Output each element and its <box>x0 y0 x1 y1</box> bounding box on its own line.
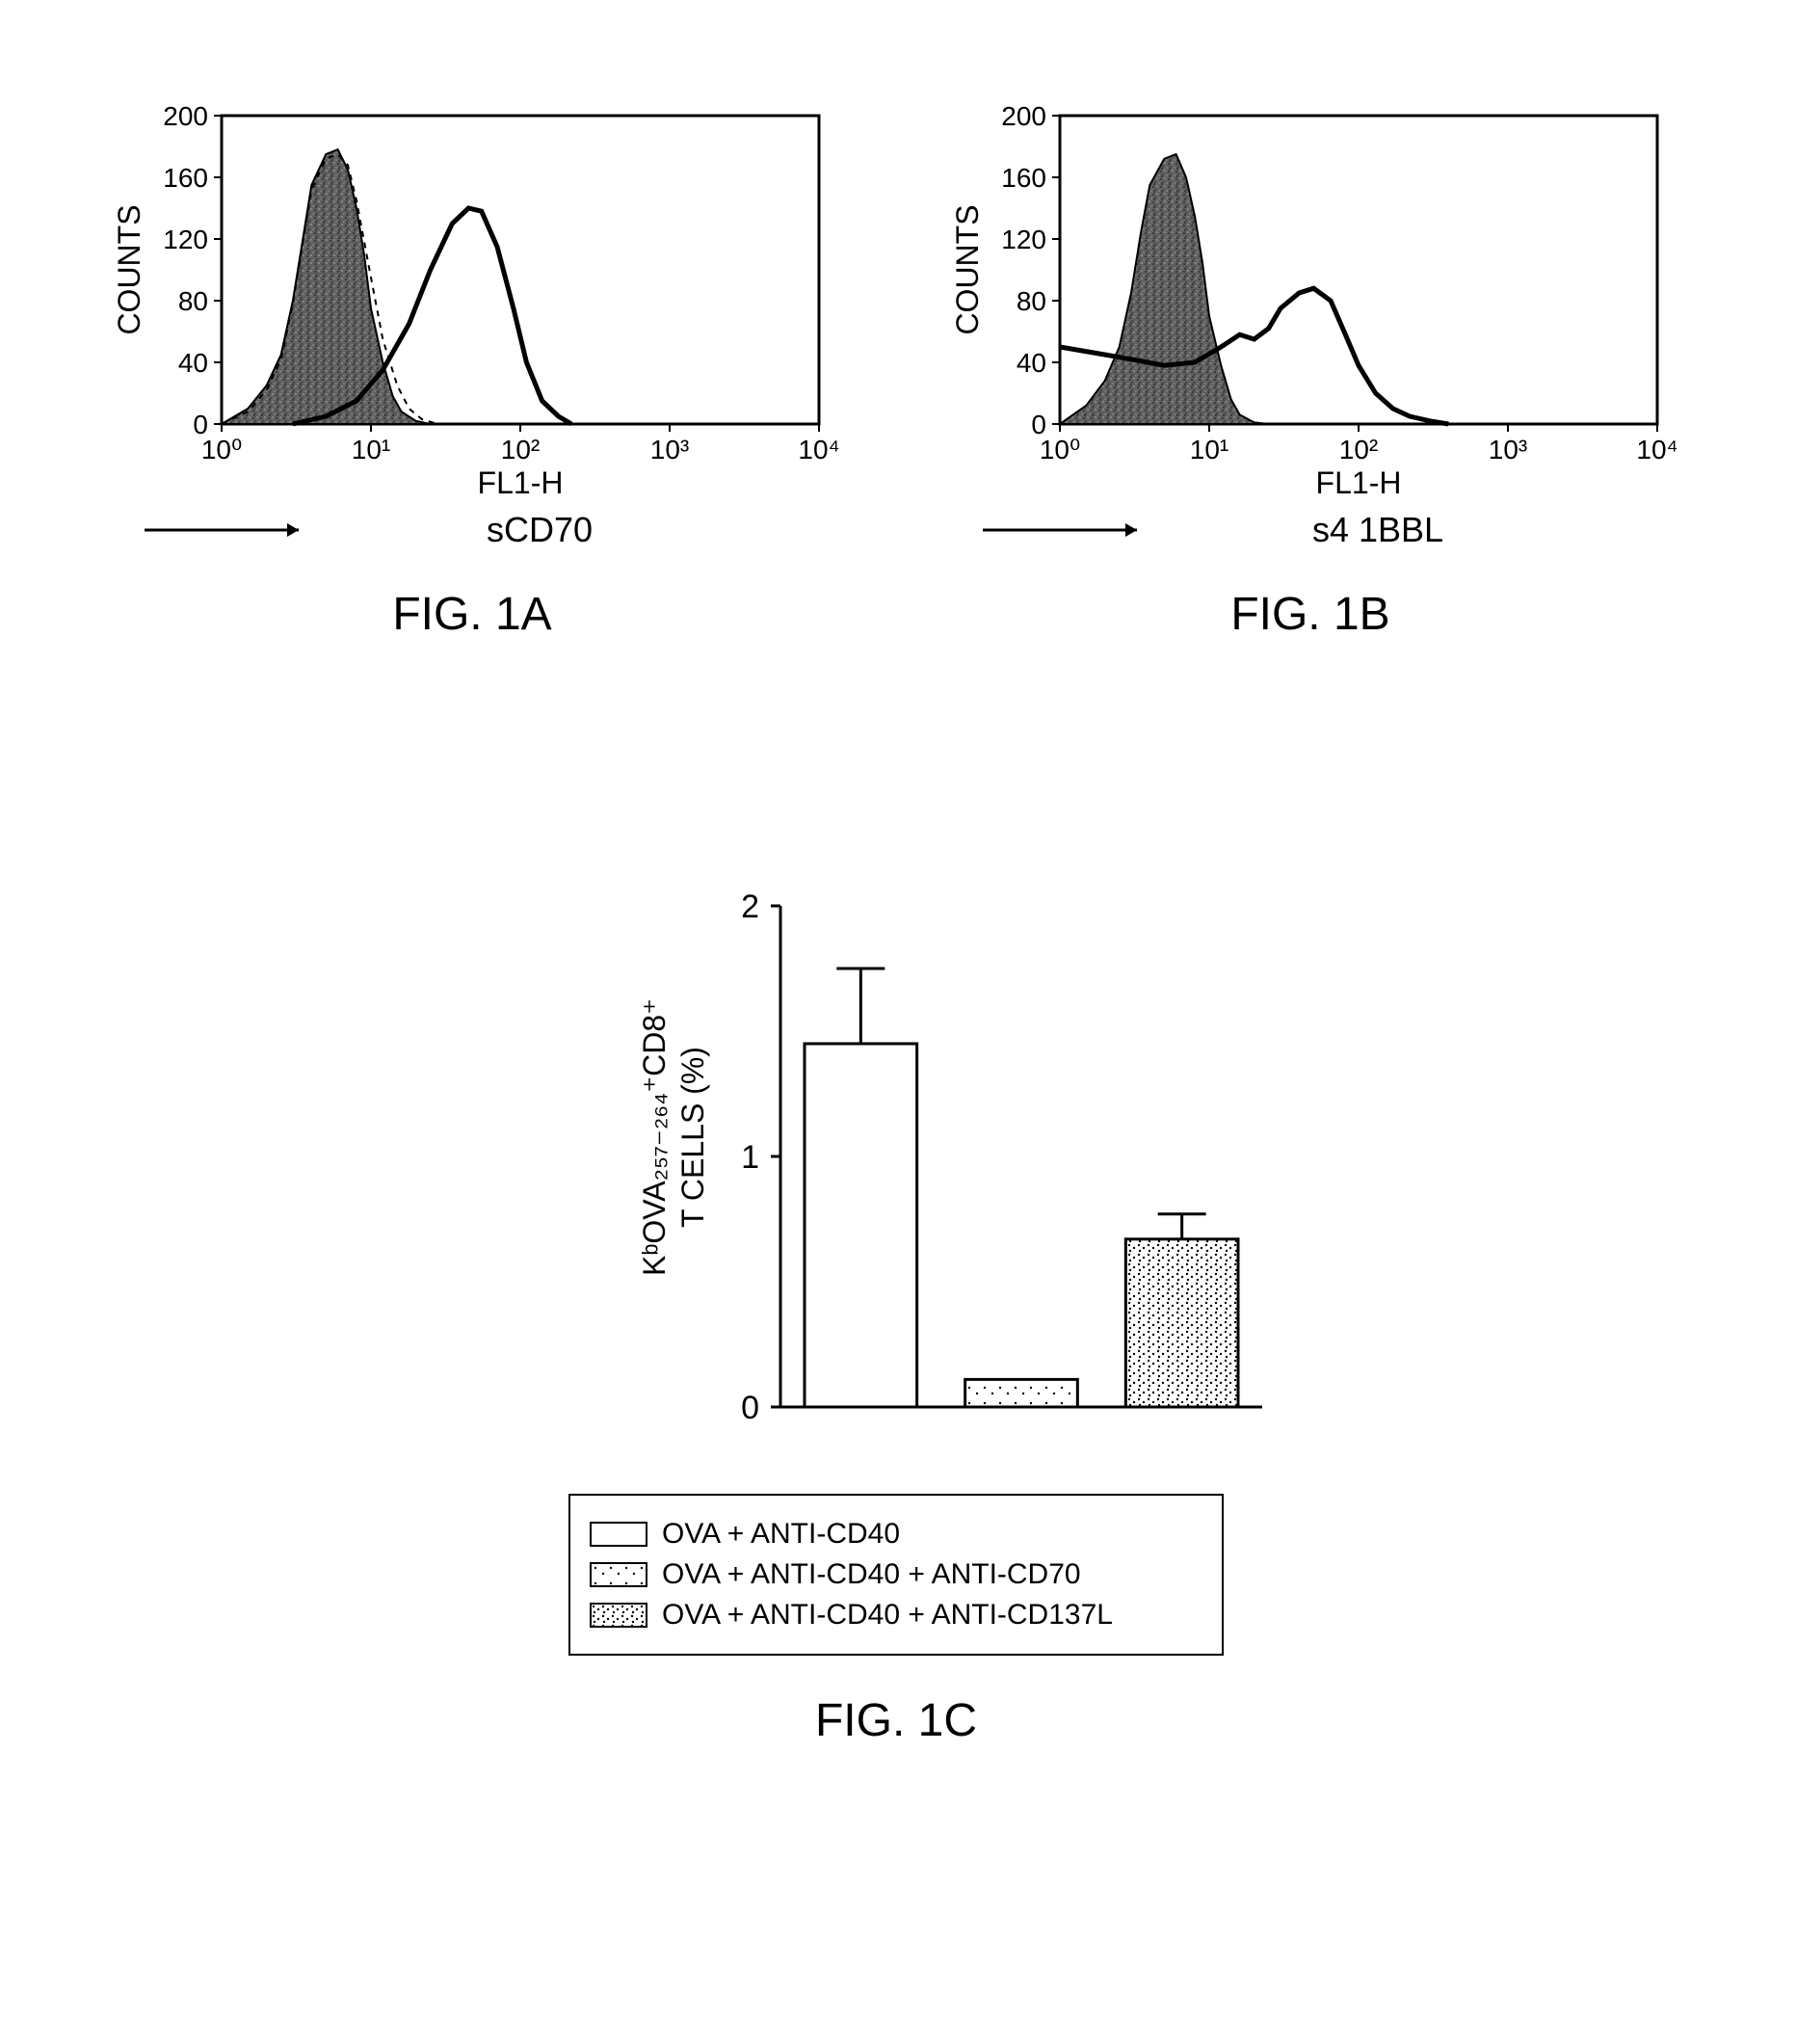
svg-text:10⁰: 10⁰ <box>1040 435 1080 465</box>
svg-text:COUNTS: COUNTS <box>950 204 985 334</box>
svg-text:80: 80 <box>178 286 208 316</box>
histogram-svg-1a: 0408012016020010⁰10¹10²10³10⁴COUNTSFL1-H… <box>96 96 848 578</box>
svg-text:KᵇOVA₂₅₇₋₂₆₄⁺CD8⁺: KᵇOVA₂₅₇₋₂₆₄⁺CD8⁺ <box>637 998 672 1276</box>
svg-text:80: 80 <box>1017 286 1046 316</box>
legend-swatch <box>590 1562 647 1587</box>
bar-svg-1c: 0 1 2 KᵇOVA₂₅₇₋₂₆₄⁺CD8⁺T CELLS (%) <box>414 867 1378 1465</box>
svg-text:10³: 10³ <box>1489 435 1527 465</box>
legend-box: OVA + ANTI-CD40 OVA + ANTI-CD40 + ANTI-CD… <box>568 1494 1224 1656</box>
figure-1c: 0 1 2 KᵇOVA₂₅₇₋₂₆₄⁺CD8⁺T CELLS (%) OVA + AN… <box>414 867 1378 1747</box>
svg-text:120: 120 <box>1001 225 1046 254</box>
svg-text:160: 160 <box>1001 163 1046 193</box>
legend-text: OVA + ANTI-CD40 + ANTI-CD70 <box>662 1558 1081 1591</box>
svg-text:T CELLS (%): T CELLS (%) <box>675 1047 710 1228</box>
svg-text:10⁴: 10⁴ <box>1636 435 1677 465</box>
figure-caption-1c: FIG. 1C <box>414 1694 1378 1747</box>
legend-swatch <box>590 1603 647 1628</box>
histogram-svg-1b: 0408012016020010⁰10¹10²10³10⁴COUNTSFL1-H… <box>935 96 1686 578</box>
legend-row: OVA + ANTI-CD40 + ANTI-CD70 <box>590 1558 1202 1591</box>
figure-1b: 0408012016020010⁰10¹10²10³10⁴COUNTSFL1-H… <box>935 96 1686 641</box>
svg-text:10⁴: 10⁴ <box>798 435 839 465</box>
svg-text:200: 200 <box>163 101 208 131</box>
legend-text: OVA + ANTI-CD40 + ANTI-CD137L <box>662 1599 1113 1632</box>
figure-caption-1b: FIG. 1B <box>935 588 1686 641</box>
svg-text:FL1-H: FL1-H <box>1316 465 1402 500</box>
svg-text:10¹: 10¹ <box>352 435 390 465</box>
legend-row: OVA + ANTI-CD40 + ANTI-CD137L <box>590 1599 1202 1632</box>
figure-caption-1a: FIG. 1A <box>96 588 848 641</box>
svg-text:40: 40 <box>178 348 208 378</box>
svg-text:s4 1BBL: s4 1BBL <box>1312 510 1443 549</box>
svg-text:sCD70: sCD70 <box>487 510 593 549</box>
svg-text:160: 160 <box>163 163 208 193</box>
svg-text:40: 40 <box>1017 348 1046 378</box>
plot-wrapper-1a: 0408012016020010⁰10¹10²10³10⁴COUNTSFL1-H… <box>96 96 848 578</box>
svg-text:120: 120 <box>163 225 208 254</box>
svg-text:10²: 10² <box>1339 435 1378 465</box>
svg-text:1: 1 <box>741 1139 759 1176</box>
plot-wrapper-1c: 0 1 2 KᵇOVA₂₅₇₋₂₆₄⁺CD8⁺T CELLS (%) <box>414 867 1378 1465</box>
svg-text:10¹: 10¹ <box>1190 435 1228 465</box>
figure-1a: 0408012016020010⁰10¹10²10³10⁴COUNTSFL1-H… <box>96 96 848 641</box>
svg-text:FL1-H: FL1-H <box>478 465 564 500</box>
svg-text:COUNTS: COUNTS <box>112 204 146 334</box>
svg-text:10²: 10² <box>501 435 540 465</box>
legend-swatch <box>590 1522 647 1547</box>
svg-text:10⁰: 10⁰ <box>201 435 242 465</box>
svg-text:10³: 10³ <box>650 435 689 465</box>
plot-wrapper-1b: 0408012016020010⁰10¹10²10³10⁴COUNTSFL1-H… <box>935 96 1686 578</box>
legend-row: OVA + ANTI-CD40 <box>590 1518 1202 1551</box>
legend-text: OVA + ANTI-CD40 <box>662 1518 900 1551</box>
svg-text:200: 200 <box>1001 101 1046 131</box>
svg-text:0: 0 <box>741 1390 759 1426</box>
svg-text:2: 2 <box>741 889 759 925</box>
